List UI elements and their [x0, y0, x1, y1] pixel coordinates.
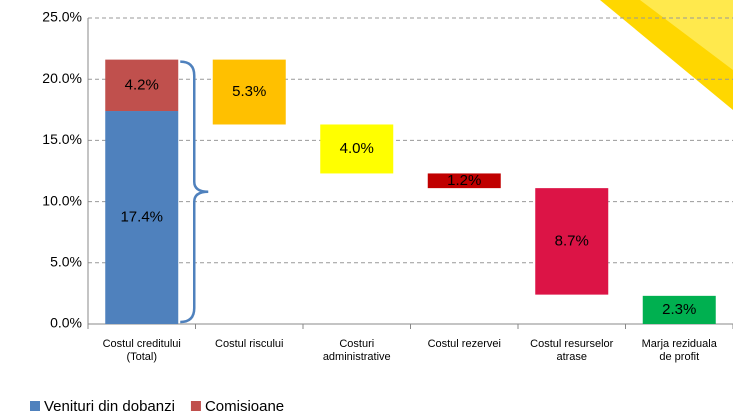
x-tick-label-line: administrative [323, 351, 391, 363]
data-label: 4.2% [125, 76, 159, 93]
x-tick-label: Costul rezervei [428, 338, 501, 350]
x-tick-label-line: Costul resurselor [530, 338, 613, 350]
bar [427, 173, 501, 189]
bar [105, 59, 179, 112]
x-tick-label: Costul creditului (Total) [103, 338, 181, 363]
y-tick-label: 25.0% [42, 9, 82, 25]
data-label: 17.4% [120, 208, 163, 225]
y-tick-label: 10.0% [42, 192, 82, 208]
legend-swatch [190, 401, 201, 411]
bar [105, 111, 179, 324]
x-tick-label: Marja reziduala de profit [642, 338, 718, 363]
bracket [180, 60, 209, 324]
x-tick-label-line: atrase [556, 351, 587, 363]
data-label: 4.0% [340, 140, 374, 157]
legend-label: Venituri din dobanzi [44, 398, 175, 415]
x-tick-label-line: Costul riscului [215, 338, 283, 350]
legend-swatch [30, 401, 40, 411]
y-tick-label: 20.0% [42, 70, 82, 86]
y-tick-label: 15.0% [42, 131, 82, 147]
data-label: 8.7% [555, 232, 589, 249]
x-tick-label-line: Costul rezervei [428, 338, 501, 350]
bar [642, 295, 716, 324]
x-tick-label: Costul riscului [215, 338, 283, 350]
x-tick-label-line: de profit [659, 351, 699, 363]
y-tick-label: 5.0% [50, 254, 82, 270]
data-label: 2.3% [662, 301, 696, 318]
x-tick-label: Costul resurselor atrase [530, 338, 613, 363]
data-label: 1.2% [447, 172, 481, 189]
x-tick-label-line: Marja reziduala [642, 338, 718, 350]
bar [320, 124, 394, 174]
bar [535, 188, 609, 295]
legend-label: Comisioane [205, 398, 284, 415]
x-tick-label-line: (Total) [126, 351, 157, 363]
x-tick-label: Costuri administrative [323, 338, 391, 363]
x-tick-label-line: Costul creditului [103, 338, 181, 350]
data-label: 5.3% [232, 83, 266, 100]
x-tick-label-line: Costuri [339, 338, 374, 350]
y-tick-label: 0.0% [50, 315, 82, 331]
bar [212, 59, 286, 125]
